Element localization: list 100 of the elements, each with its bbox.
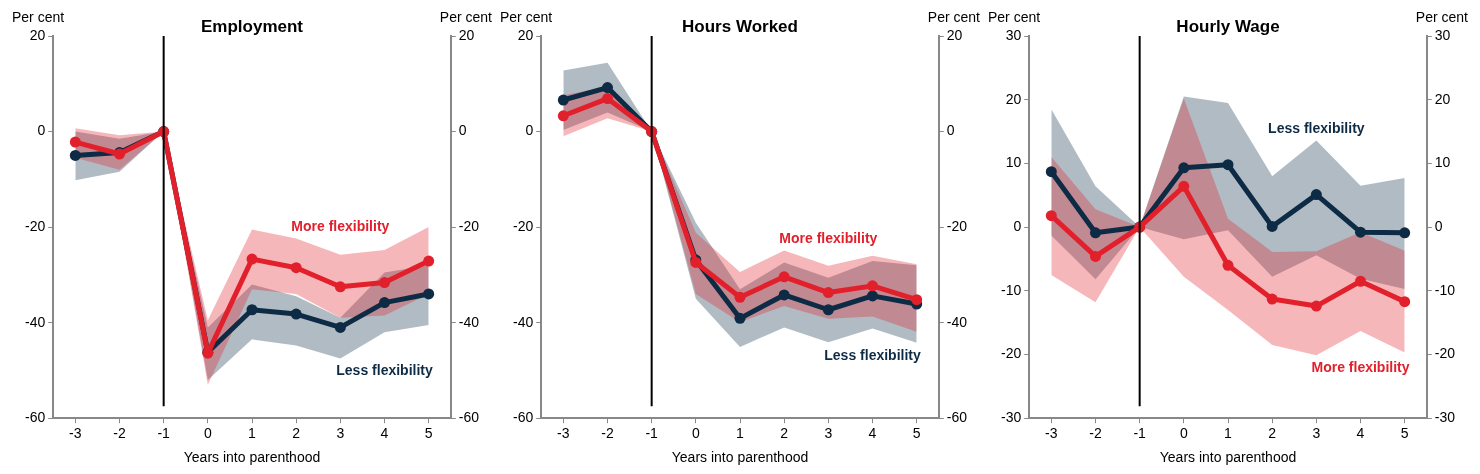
point — [911, 294, 923, 306]
y-axis-title: Per cent — [12, 9, 65, 25]
point — [734, 312, 746, 324]
y2-tick-label: -20 — [1434, 345, 1456, 362]
x-tick-label: 1 — [1224, 425, 1233, 442]
x-tick-label: 2 — [780, 425, 789, 442]
x-tick-label: 1 — [248, 425, 257, 442]
x-tick-label: 4 — [868, 425, 877, 442]
point — [778, 289, 790, 301]
x-tick-label: -3 — [557, 425, 570, 442]
point — [557, 94, 569, 106]
point — [822, 304, 834, 316]
x-tick-label: -1 — [645, 425, 659, 442]
y-tick-label: -60 — [25, 409, 46, 426]
point — [423, 255, 435, 267]
point — [290, 262, 302, 274]
y2-tick-label: 0 — [458, 122, 467, 139]
x-axis-title: Years into parenthood — [1159, 448, 1297, 465]
y2-axis-title: Per cent — [1415, 9, 1469, 25]
x-axis-title: Years into parenthood — [671, 448, 809, 465]
x-tick-label: -2 — [1089, 425, 1102, 442]
x-tick-label: -2 — [601, 425, 614, 442]
point — [1089, 227, 1101, 239]
x-axis-title: Years into parenthood — [183, 448, 321, 465]
point — [423, 288, 435, 300]
point — [379, 277, 391, 289]
y2-tick-label: 10 — [1434, 154, 1451, 171]
y-tick-label: 20 — [29, 26, 46, 43]
x-tick-label: 3 — [336, 425, 345, 442]
point — [1355, 275, 1367, 287]
text: Less flexibility — [824, 346, 921, 363]
point — [1399, 296, 1411, 308]
x-tick-label: 4 — [380, 425, 389, 442]
x-tick-label: 5 — [912, 425, 921, 442]
y2-tick-label: -40 — [946, 313, 968, 330]
x-tick-label: 0 — [203, 425, 212, 442]
point — [334, 321, 346, 333]
y2-tick-label: -20 — [946, 217, 968, 234]
y2-tick-label: -60 — [946, 409, 968, 426]
x-tick-label: 5 — [1400, 425, 1409, 442]
y2-tick-label: 20 — [946, 26, 963, 43]
x-tick-label: -1 — [1133, 425, 1147, 442]
point — [246, 253, 258, 265]
point — [1399, 227, 1411, 239]
y-tick-label: 20 — [517, 26, 534, 43]
x-tick-label: 5 — [424, 425, 433, 442]
point — [822, 287, 834, 299]
chart-title: Employment — [200, 17, 304, 36]
x-tick-label: -1 — [157, 425, 171, 442]
y2-axis-title: Per cent — [927, 9, 981, 25]
x-tick-label: 2 — [292, 425, 301, 442]
text: More flexibility — [291, 218, 390, 235]
y-tick-label: -20 — [513, 217, 534, 234]
y-tick-label: 30 — [1005, 26, 1022, 43]
y2-tick-label: 20 — [1434, 90, 1451, 107]
point — [1089, 250, 1101, 262]
y2-tick-label: -20 — [458, 217, 480, 234]
x-tick-label: 3 — [1312, 425, 1321, 442]
y2-tick-label: 0 — [946, 122, 955, 139]
chart-title: Hourly Wage — [1176, 17, 1280, 36]
point — [69, 149, 81, 161]
point — [1310, 189, 1322, 201]
point — [601, 93, 613, 105]
y2-tick-label: 20 — [458, 26, 475, 43]
x-tick-label: 0 — [1179, 425, 1188, 442]
x-tick-label: 4 — [1356, 425, 1365, 442]
text: More flexibility — [1311, 359, 1410, 375]
point — [867, 280, 879, 292]
chart-title: Hours Worked — [682, 17, 798, 36]
point — [1266, 220, 1278, 232]
x-tick-label: 3 — [824, 425, 833, 442]
y-tick-label: -40 — [25, 313, 46, 330]
y-tick-label: -60 — [513, 409, 534, 426]
point — [867, 290, 879, 302]
text: Less flexibility — [1268, 120, 1365, 137]
x-tick-label: 0 — [691, 425, 700, 442]
point — [778, 271, 790, 283]
y2-tick-label: -30 — [1434, 409, 1456, 426]
y-tick-label: 10 — [1005, 154, 1022, 171]
point — [69, 136, 81, 148]
y2-tick-label: 30 — [1434, 26, 1451, 43]
y2-axis-title: Per cent — [439, 9, 493, 25]
y-axis-title: Per cent — [988, 9, 1041, 25]
point — [1222, 159, 1234, 171]
y2-tick-label: -60 — [458, 409, 480, 426]
y-tick-label: -40 — [513, 313, 534, 330]
y-tick-label: 0 — [525, 122, 534, 139]
y-tick-label: -20 — [1001, 345, 1022, 362]
point — [1222, 259, 1234, 271]
y-tick-label: -30 — [1001, 409, 1022, 426]
x-tick-label: 2 — [1268, 425, 1277, 442]
y2-tick-label: -10 — [1434, 281, 1456, 298]
series-label: More flexibility — [779, 230, 878, 247]
point — [379, 297, 391, 309]
x-tick-label: -3 — [1045, 425, 1058, 442]
x-tick-label: -3 — [69, 425, 82, 442]
point — [334, 281, 346, 293]
x-tick-label: -2 — [113, 425, 126, 442]
y2-tick-label: 0 — [1434, 217, 1443, 234]
point — [1045, 166, 1057, 178]
